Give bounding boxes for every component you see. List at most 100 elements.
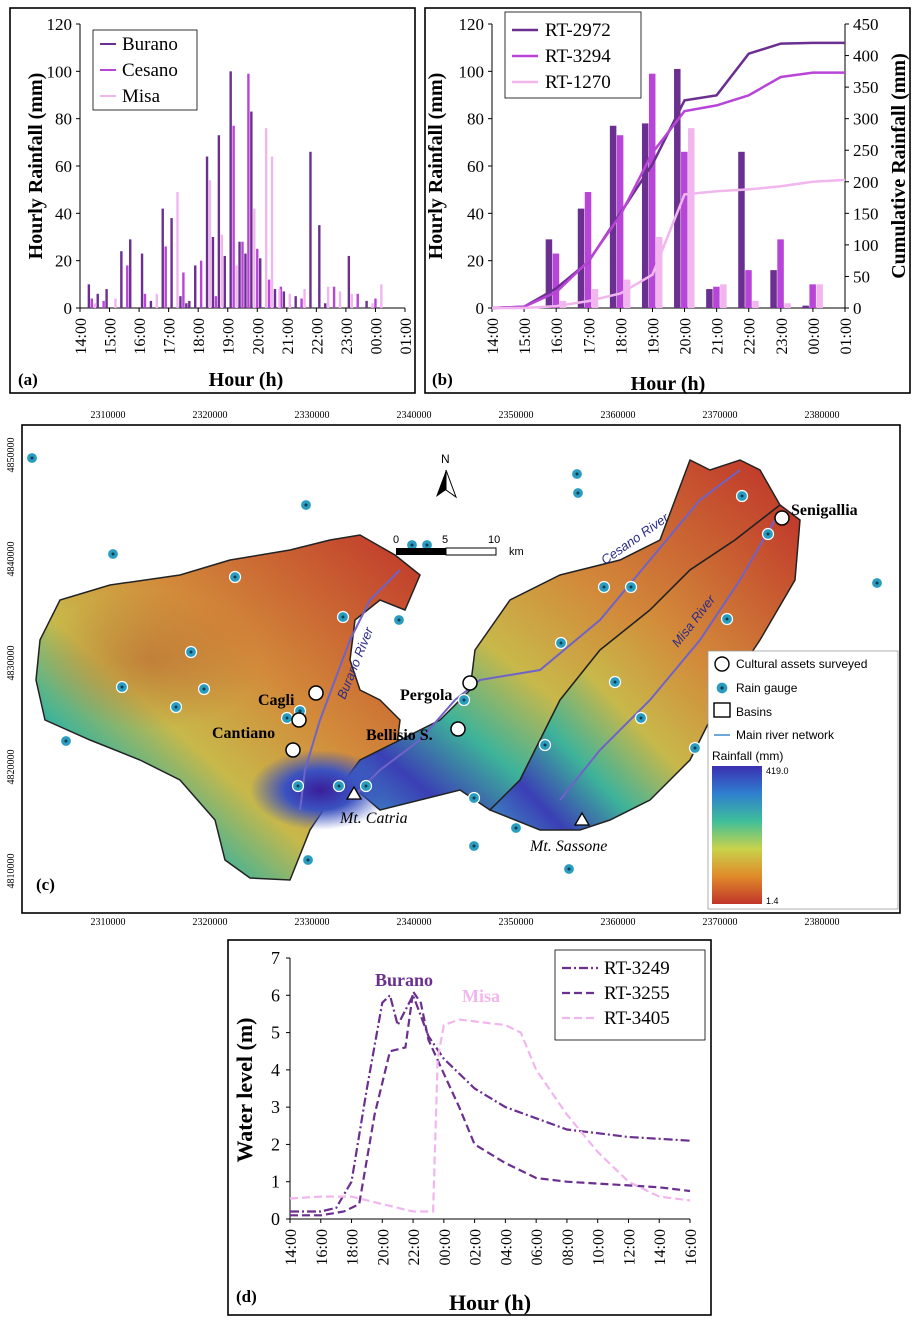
panel-a-x-tick-label: 20:00 <box>250 318 267 354</box>
panel-b-y2-tick-label: 150 <box>853 204 879 223</box>
panel-b-bar <box>545 239 553 308</box>
panel-a-legend-label: Burano <box>122 34 178 55</box>
panel-c-label: (c) <box>36 875 55 894</box>
panel-b-bar <box>784 303 791 308</box>
panel-b-bar <box>777 239 784 308</box>
panel-a-bar <box>211 237 215 308</box>
panel-d-x-tick-label: 14:00 <box>652 1229 669 1265</box>
panel-a-x-tick-label: 17:00 <box>162 318 179 354</box>
panel-b-x-tick-label: 23:00 <box>774 318 791 354</box>
panel-a-bar <box>250 111 253 308</box>
rain-gauge-center <box>462 698 466 702</box>
panel-d-y-axis-title: Water level (m) <box>232 1018 257 1163</box>
panel-a-bar <box>185 303 188 308</box>
rain-gauge-center <box>304 503 308 507</box>
panel-a-bar <box>244 253 247 308</box>
panel-a-bar <box>161 208 164 308</box>
panel-a-bar <box>194 265 197 308</box>
map-ticks: 2310000 2310000 2320000 2320000 2330000 23300… <box>6 410 840 928</box>
map-y-tick: 4810000 <box>6 854 17 889</box>
panel-b-cumulative-line <box>491 71 845 310</box>
panel-d-series-line <box>289 1018 691 1213</box>
panel-a-bar <box>278 289 281 308</box>
rain-gauge-center <box>233 575 237 579</box>
panel-a-x-tick-label: 14:00 <box>73 318 90 354</box>
panel-b-x-tick-label: 22:00 <box>742 318 759 354</box>
panel-d-x-tick-label: 02:00 <box>468 1229 485 1265</box>
basin-misa <box>488 504 801 831</box>
panel-a-bar <box>105 289 108 308</box>
map-x-tick-top: 2360000 <box>601 410 636 421</box>
panel-b-y2-tick-label: 100 <box>853 236 879 255</box>
panel-a-y-tick-label: 80 <box>55 110 72 129</box>
panel-a-bar <box>374 298 377 308</box>
place-label-senigallia: Senigallia <box>791 502 858 519</box>
north-arrow-icon <box>436 470 446 497</box>
panel-d-x-tick-label: 22:00 <box>406 1229 423 1265</box>
panel-b-y2-axis-title: Cumulative Rainfall (mm) <box>888 53 910 279</box>
rain-gauge-center <box>766 532 770 536</box>
panel-d-x-tick-label: 08:00 <box>560 1229 577 1265</box>
panel-a-bar <box>264 128 268 308</box>
rain-gauge-center <box>298 709 302 713</box>
rain-gauge-center <box>306 858 310 862</box>
panel-a-x-tick-label: 01:00 <box>398 318 415 354</box>
panel-a-bar <box>303 289 306 308</box>
map-y-tick: 4830000 <box>6 646 17 681</box>
legend-item-rain-gauge: Rain gauge <box>736 681 798 695</box>
rain-gauge-center <box>567 867 571 871</box>
panel-d-y-tick-label: 3 <box>271 1097 280 1117</box>
panel-b-bar <box>745 270 752 308</box>
panel-b-y-tick-label: 20 <box>467 252 484 271</box>
rain-gauge-center <box>639 716 643 720</box>
rain-gauge-center <box>64 739 68 743</box>
map-x-tick-bottom: 2380000 <box>805 917 840 928</box>
panel-a-bar <box>170 218 173 308</box>
panel-a-bar <box>214 296 218 308</box>
panel-b-y2-tick-label: 450 <box>853 15 879 34</box>
panel-a-bar <box>259 258 262 308</box>
panel-a-bar <box>232 125 235 309</box>
panel-b-bar <box>738 151 745 308</box>
panel-b-bar <box>655 237 663 308</box>
panel-a-bar <box>155 293 159 308</box>
panel-b-x-tick-label: 00:00 <box>806 318 823 354</box>
panel-d-annotation-misa: Misa <box>462 986 500 1006</box>
panel-b-cumulative-line <box>492 178 846 310</box>
panel-a-x-axis-title: Hour (h) <box>209 369 284 391</box>
rain-gauge-center <box>514 826 518 830</box>
place-label-pergola: Pergola <box>400 687 452 704</box>
panel-a-bar <box>273 289 277 308</box>
panel-d-x-tick-label: 10:00 <box>591 1229 608 1265</box>
panel-d-x-tick-label: 04:00 <box>498 1229 515 1265</box>
panel-b-bar <box>770 270 777 308</box>
panel-d-x-tick-label: 20:00 <box>375 1229 392 1265</box>
mountain-marker-sassone <box>573 811 591 826</box>
panel-b-bar <box>648 73 656 308</box>
panel-d-x-axis-title: Hour (h) <box>449 1290 531 1315</box>
rain-gauge-center <box>740 494 744 498</box>
rain-gauge-center <box>559 641 563 645</box>
panel-b-y-axis-title: Hourly Rainfall (mm) <box>425 73 447 260</box>
panel-b-bar <box>681 151 688 308</box>
panel-d-x-tick-label: 18:00 <box>345 1229 362 1265</box>
rain-gauge-center <box>285 716 289 720</box>
panel-b-x-tick-label: 14:00 <box>485 318 502 354</box>
panel-a-frame <box>9 7 416 394</box>
panel-d-annotation-burano: Burano <box>375 970 433 990</box>
panel-a-bar <box>332 286 336 308</box>
panel-a-y-tick-label: 0 <box>64 299 73 318</box>
panel-d-y-tick-label: 1 <box>271 1172 280 1192</box>
map-y-tick: 4850000 <box>6 438 17 473</box>
panel-a-bar <box>90 298 94 308</box>
scale-unit: km <box>509 546 524 558</box>
rain-gauge-center <box>472 844 476 848</box>
panel-b-y2-tick-label: 250 <box>853 141 879 160</box>
panel-d-x-tick-label: 12:00 <box>621 1229 638 1265</box>
panel-b-bar <box>641 123 649 309</box>
panel-a-bar <box>179 296 182 308</box>
panel-a-bar <box>380 284 383 308</box>
west-rainfall-band <box>40 590 260 730</box>
panel-d-legend-box <box>554 949 706 1041</box>
legend-rainfall-ramp <box>712 766 762 904</box>
